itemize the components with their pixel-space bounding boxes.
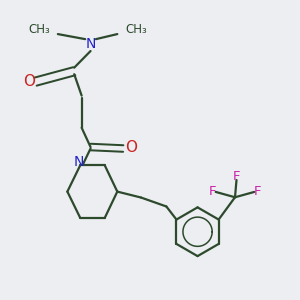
Text: F: F xyxy=(254,185,261,198)
Text: CH₃: CH₃ xyxy=(28,23,50,36)
Text: N: N xyxy=(73,155,84,170)
Text: N: N xyxy=(85,38,96,52)
Text: F: F xyxy=(209,185,217,198)
Text: O: O xyxy=(126,140,138,155)
Text: O: O xyxy=(23,74,35,88)
Text: F: F xyxy=(233,170,240,183)
Text: CH₃: CH₃ xyxy=(125,23,147,36)
